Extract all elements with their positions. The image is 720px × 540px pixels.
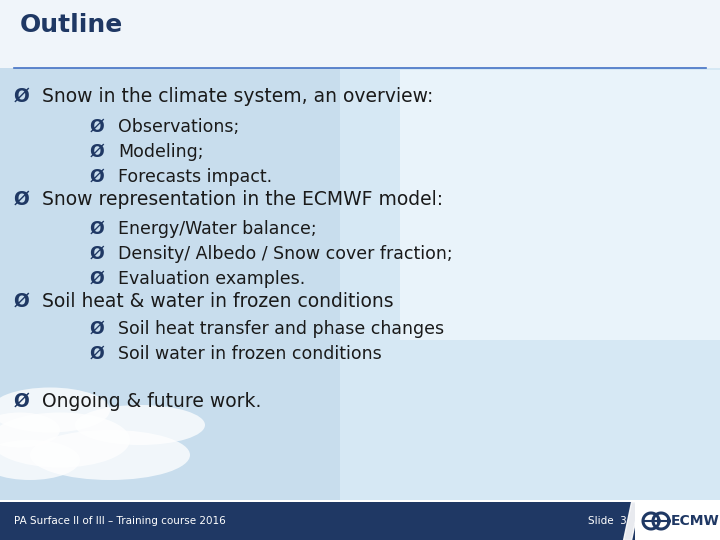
Text: Ø: Ø [14,292,30,311]
Text: Ø: Ø [90,245,104,263]
Text: Energy/Water balance;: Energy/Water balance; [118,220,317,238]
Text: Ø: Ø [90,220,104,238]
Text: PA Surface II of III – Training course 2016: PA Surface II of III – Training course 2… [14,516,226,526]
Ellipse shape [0,413,130,468]
Text: Slide  3: Slide 3 [588,516,626,526]
Text: Ø: Ø [14,392,30,411]
Text: Ø: Ø [90,168,104,186]
Ellipse shape [0,413,60,448]
Text: Ø: Ø [90,320,104,338]
Text: Forecasts impact.: Forecasts impact. [118,168,272,186]
Text: Ø: Ø [90,345,104,363]
Ellipse shape [0,440,80,480]
Text: Ongoing & future work.: Ongoing & future work. [42,392,261,411]
Text: Evaluation examples.: Evaluation examples. [118,270,305,288]
Text: ECMWF: ECMWF [671,514,720,528]
Text: Snow in the climate system, an overview:: Snow in the climate system, an overview: [42,87,433,106]
Text: Modeling;: Modeling; [118,143,204,161]
Ellipse shape [0,388,110,433]
Text: Soil water in frozen conditions: Soil water in frozen conditions [118,345,382,363]
Text: Soil heat transfer and phase changes: Soil heat transfer and phase changes [118,320,444,338]
Ellipse shape [75,405,205,445]
Bar [635,502,720,540]
Bar [400,70,720,340]
Text: Outline: Outline [20,13,123,37]
Text: Ø: Ø [14,87,30,106]
Text: Observations;: Observations; [118,118,239,136]
Ellipse shape [30,430,190,480]
Text: Ø: Ø [90,270,104,288]
Text: Soil heat & water in frozen conditions: Soil heat & water in frozen conditions [42,292,394,311]
Bar [0,502,720,540]
Text: Ø: Ø [90,118,104,136]
Bar [340,68,720,500]
Text: Ø: Ø [90,143,104,161]
Bar [0,68,720,500]
Bar [0,0,720,68]
Text: Density/ Albedo / Snow cover fraction;: Density/ Albedo / Snow cover fraction; [118,245,453,263]
Text: Ø: Ø [14,190,30,209]
Text: Snow representation in the ECMWF model:: Snow representation in the ECMWF model: [42,190,443,209]
